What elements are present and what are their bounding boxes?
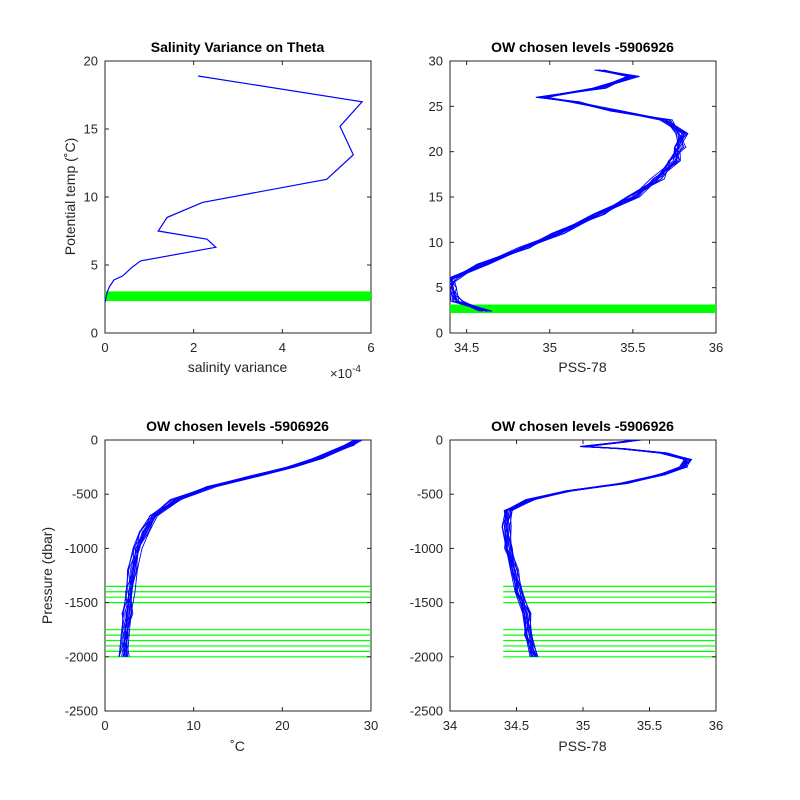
x-tick-label: 0 bbox=[101, 718, 108, 733]
plot-area: 0 10 20 30 -2500 -2000 -1500 -1000 -500 0 bbox=[65, 433, 378, 734]
y-tick-label: 5 bbox=[436, 280, 443, 295]
x-tick-label: 34 bbox=[443, 718, 457, 733]
profile-line bbox=[118, 440, 355, 657]
plot-area: 34 34.5 35 35.5 36 -2500 -2000 -1500 -1000 -500 0 bbox=[410, 433, 723, 734]
data-layer bbox=[501, 440, 716, 658]
y-tick-label: 0 bbox=[436, 326, 443, 341]
y-tick-label: -1500 bbox=[410, 595, 443, 610]
x-tick-label: 35.5 bbox=[637, 718, 662, 733]
profile-line bbox=[126, 440, 363, 657]
y-tick-label: -2000 bbox=[65, 649, 98, 664]
y-axis-label: Potential temp (˚C) bbox=[62, 138, 78, 255]
y-tick-label: 15 bbox=[429, 190, 443, 205]
x-tick-label: 2 bbox=[190, 340, 197, 355]
chart-title: OW chosen levels -5906926 bbox=[491, 39, 674, 55]
y-tick-label: 20 bbox=[429, 144, 443, 159]
x-tick-label: 34.5 bbox=[454, 340, 479, 355]
x-axis-exponent: ×10-4 bbox=[330, 364, 361, 381]
chart-title: Salinity Variance on Theta bbox=[151, 39, 325, 55]
x-tick-label: 4 bbox=[279, 340, 286, 355]
x-tick-label: 36 bbox=[709, 340, 723, 355]
y-tick-label: 10 bbox=[429, 235, 443, 250]
x-tick-label: 10 bbox=[186, 718, 200, 733]
x-tick-label: 20 bbox=[275, 718, 289, 733]
y-tick-label: -2000 bbox=[410, 649, 443, 664]
axes-frame bbox=[104, 439, 372, 712]
chart-title: OW chosen levels -5906926 bbox=[146, 418, 329, 434]
x-tick-label: 34.5 bbox=[504, 718, 529, 733]
data-layer bbox=[105, 75, 371, 302]
x-axis-label: salinity variance bbox=[188, 359, 288, 375]
axes-frame bbox=[104, 60, 372, 334]
y-tick-label: -500 bbox=[72, 487, 98, 502]
y-tick-label: 0 bbox=[436, 433, 443, 448]
x-axis-label: PSS-78 bbox=[558, 359, 606, 375]
profile-line bbox=[505, 440, 693, 657]
panel-salinity-pressure: OW chosen levels -5906926 34 34.5 35 35.5 36… bbox=[410, 418, 723, 754]
y-tick-label: 0 bbox=[91, 326, 98, 341]
axes-frame bbox=[449, 439, 717, 712]
profile-line bbox=[450, 69, 686, 312]
y-tick-label: 10 bbox=[84, 190, 98, 205]
y-axis-label: Pressure (dbar) bbox=[39, 527, 55, 624]
x-tick-label: 30 bbox=[364, 718, 378, 733]
x-axis-label: PSS-78 bbox=[558, 738, 606, 754]
x-tick-label: 36 bbox=[709, 718, 723, 733]
x-tick-label: 0 bbox=[101, 340, 108, 355]
x-tick-label: 6 bbox=[367, 340, 374, 355]
y-tick-label: -1500 bbox=[65, 595, 98, 610]
y-tick-label: 25 bbox=[429, 99, 443, 114]
axes-frame bbox=[449, 60, 717, 334]
data-layer bbox=[450, 69, 716, 313]
y-tick-label: 5 bbox=[91, 258, 98, 273]
y-tick-label: 15 bbox=[84, 122, 98, 137]
y-tick-label: -2500 bbox=[410, 704, 443, 719]
profile-line bbox=[503, 440, 685, 657]
data-layer bbox=[105, 440, 371, 658]
series-line bbox=[105, 75, 364, 302]
chart-title: OW chosen levels -5906926 bbox=[491, 418, 674, 434]
profile-line bbox=[453, 69, 689, 312]
x-tick-label: 35.5 bbox=[620, 340, 645, 355]
y-tick-label: 0 bbox=[91, 433, 98, 448]
y-tick-label: -1000 bbox=[410, 541, 443, 556]
profile-line bbox=[118, 440, 359, 657]
profile-line bbox=[122, 440, 357, 657]
y-tick-label: 20 bbox=[84, 54, 98, 69]
y-tick-label: -1000 bbox=[65, 541, 98, 556]
panel-salinity-variance: Salinity Variance on Theta 0 2 4 605101520 … bbox=[62, 39, 375, 381]
y-tick-label: -500 bbox=[417, 487, 443, 502]
x-axis-label: ˚C bbox=[230, 738, 245, 754]
panel-temperature-pressure: OW chosen levels -5906926 0 10 20 30 -2500 -2… bbox=[39, 418, 378, 754]
plot-area: 0 2 4 6 0 5 10 15 20 bbox=[84, 54, 375, 356]
y-tick-label: 30 bbox=[429, 54, 443, 69]
panel-salinity-theta: OW chosen levels -5906926 34.5 35 35.5 36 0 5… bbox=[429, 39, 724, 375]
y-tick-label: -2500 bbox=[65, 704, 98, 719]
plot-area: 34.5 35 35.5 36 0 5 10 15 20 25 30 bbox=[429, 54, 724, 356]
x-tick-label: 35 bbox=[543, 340, 557, 355]
x-tick-label: 35 bbox=[576, 718, 590, 733]
